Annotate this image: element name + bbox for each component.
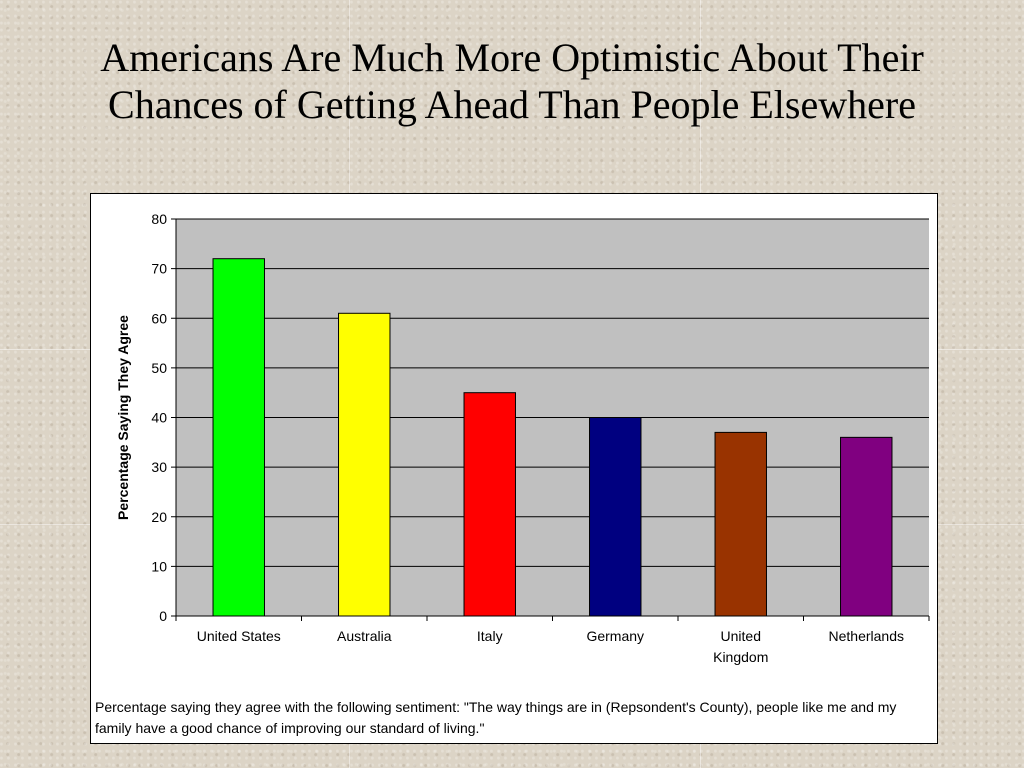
- y-tick-label: 70: [151, 261, 167, 277]
- x-tick-label: United Kingdom: [713, 628, 768, 665]
- x-tick-label-line: Netherlands: [829, 628, 905, 644]
- x-tick-label-line: Kingdom: [713, 649, 768, 665]
- slide-title: Americans Are Much More Optimistic About…: [0, 34, 1024, 128]
- y-axis-label: Percentage Saying They Agree: [115, 315, 131, 520]
- y-tick-label: 40: [151, 410, 167, 426]
- x-tick-label: Netherlands: [829, 628, 905, 644]
- bar: [589, 417, 642, 617]
- slide-title-line: Chances of Getting Ahead Than People Els…: [108, 82, 916, 127]
- bar: [463, 392, 516, 617]
- y-tick-label: 30: [151, 459, 167, 475]
- x-tick-label-line: United: [721, 628, 761, 644]
- x-tick-label: Australia: [337, 628, 392, 644]
- x-tick-label-line: Germany: [586, 628, 644, 644]
- x-tick-label: Italy: [477, 628, 503, 644]
- y-tick-label: 60: [151, 310, 167, 326]
- chart-frame: 0 10 20 30 40 50 60 70 80 United States Australia I…: [90, 193, 938, 744]
- y-tick-label: 10: [151, 558, 167, 574]
- bar: [338, 312, 391, 617]
- chart-caption: Percentage saying they agree with the fo…: [95, 699, 897, 736]
- x-tick-label: Germany: [586, 628, 644, 644]
- bar: [212, 258, 265, 617]
- slide-title-line: Americans Are Much More Optimistic About…: [100, 35, 924, 80]
- y-tick-label: 80: [151, 211, 167, 227]
- bar-chart: 0 10 20 30 40 50 60 70 80 United States Australia I…: [115, 211, 930, 665]
- y-tick-label: 50: [151, 360, 167, 376]
- bar: [714, 431, 767, 617]
- x-tick-label-line: United States: [197, 628, 281, 644]
- y-tick-label: 0: [159, 608, 167, 624]
- bar: [840, 436, 893, 617]
- x-tick-label-line: Australia: [337, 628, 392, 644]
- y-tick-label: 20: [151, 509, 167, 525]
- x-tick-label-line: Italy: [477, 628, 503, 644]
- x-tick-label: United States: [197, 628, 281, 644]
